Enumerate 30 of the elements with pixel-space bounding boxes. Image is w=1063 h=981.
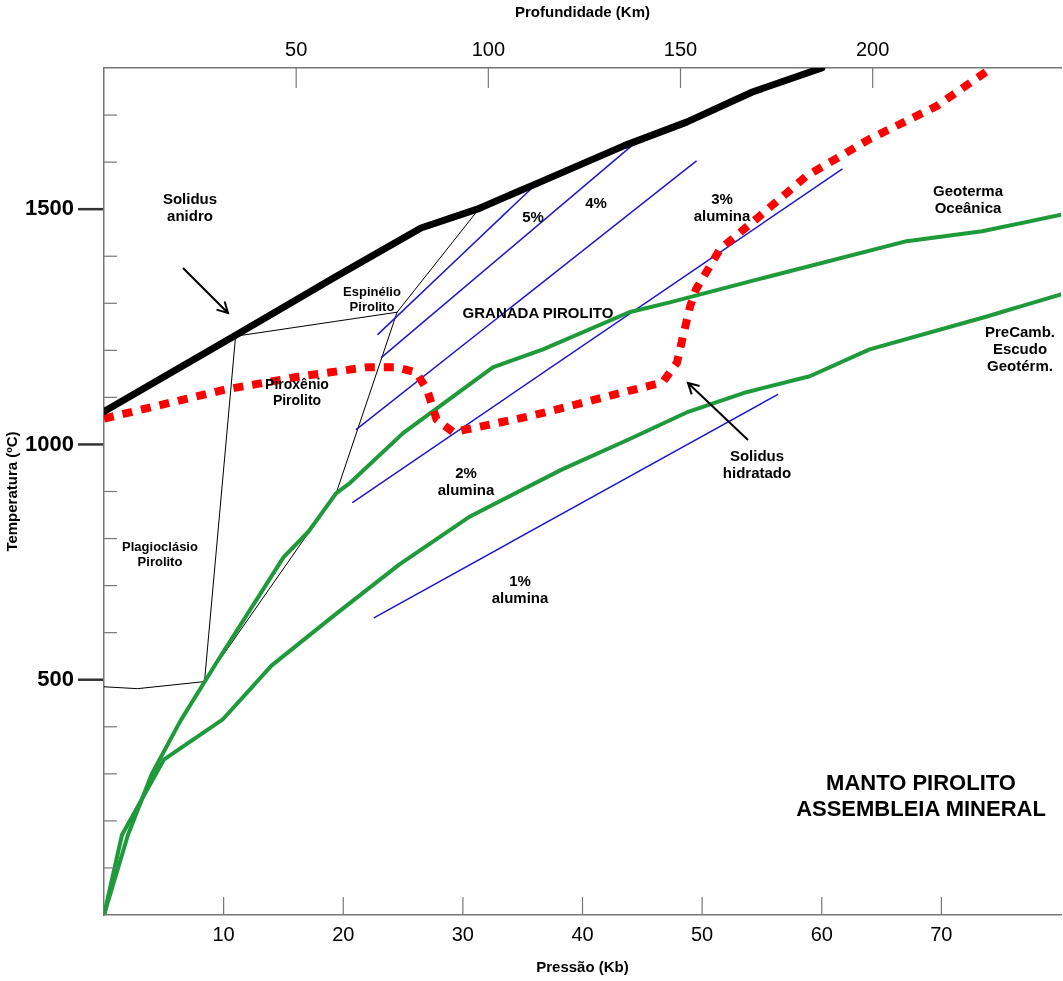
annotation: MANTO PIROLITO ASSEMBLEIA MINERAL bbox=[796, 770, 1046, 821]
annotation: Geoterma Oceânica bbox=[932, 181, 1004, 216]
x-tick-label: 30 bbox=[451, 922, 474, 945]
y-axis-title: Temperatura (ºC) bbox=[3, 431, 21, 552]
annotation: Espinélio Pirolito bbox=[343, 284, 401, 315]
x-tick-label: 10 bbox=[212, 922, 235, 945]
x2-tick-label: 200 bbox=[855, 37, 890, 60]
annotation: Solidus anidro bbox=[162, 189, 218, 224]
annotation: 3% alumina bbox=[693, 189, 751, 224]
x2-axis-title: Profundidade (Km) bbox=[515, 3, 650, 21]
y-tick-label: 1000 bbox=[25, 430, 74, 456]
annotation: 1% alumina bbox=[491, 571, 549, 606]
x-tick-label: 60 bbox=[810, 922, 833, 945]
annotation: 5% bbox=[522, 208, 544, 226]
x-axis-title: Pressão (Kb) bbox=[536, 958, 629, 976]
annotation: PreCamb. Escudo Geotérm. bbox=[984, 322, 1056, 375]
x-tick-label: 70 bbox=[930, 922, 953, 945]
y-tick-label: 500 bbox=[37, 665, 74, 691]
x2-tick-label: 150 bbox=[663, 37, 698, 60]
y-tick-label: 1500 bbox=[25, 195, 74, 221]
x-tick-label: 20 bbox=[332, 922, 355, 945]
annotation: Piroxênio Pirolito bbox=[265, 375, 329, 408]
annotation: 2% alumina bbox=[437, 463, 495, 498]
x-tick-label: 40 bbox=[571, 922, 594, 945]
annotation: 4% bbox=[585, 194, 607, 212]
x-tick-label: 50 bbox=[691, 922, 714, 945]
annotation: Solidus hidratado bbox=[722, 446, 792, 481]
x2-tick-label: 100 bbox=[471, 37, 506, 60]
annotation: Plagioclásio Pirolito bbox=[122, 539, 198, 570]
x2-tick-label: 50 bbox=[285, 37, 308, 60]
